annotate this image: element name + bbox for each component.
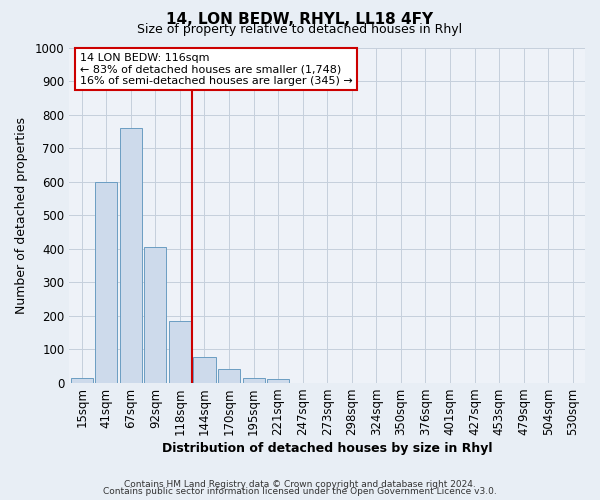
Bar (95, 182, 118, 382)
Bar (193, 358, 215, 382)
Bar (242, 378, 265, 382)
Bar (267, 379, 289, 382)
Bar (169, 320, 191, 382)
Bar (145, 247, 166, 382)
Text: Contains HM Land Registry data © Crown copyright and database right 2024.: Contains HM Land Registry data © Crown c… (124, 480, 476, 489)
Bar (218, 369, 240, 382)
Text: Size of property relative to detached houses in Rhyl: Size of property relative to detached ho… (137, 22, 463, 36)
Bar (71, 378, 93, 382)
Bar (120, 128, 142, 382)
Text: Contains public sector information licensed under the Open Government Licence v3: Contains public sector information licen… (103, 488, 497, 496)
Text: 14, LON BEDW, RHYL, LL18 4FY: 14, LON BEDW, RHYL, LL18 4FY (166, 12, 434, 28)
Text: 14 LON BEDW: 116sqm
← 83% of detached houses are smaller (1,748)
16% of semi-det: 14 LON BEDW: 116sqm ← 83% of detached ho… (80, 52, 352, 86)
X-axis label: Distribution of detached houses by size in Rhyl: Distribution of detached houses by size … (162, 442, 493, 455)
Y-axis label: Number of detached properties: Number of detached properties (15, 116, 28, 314)
